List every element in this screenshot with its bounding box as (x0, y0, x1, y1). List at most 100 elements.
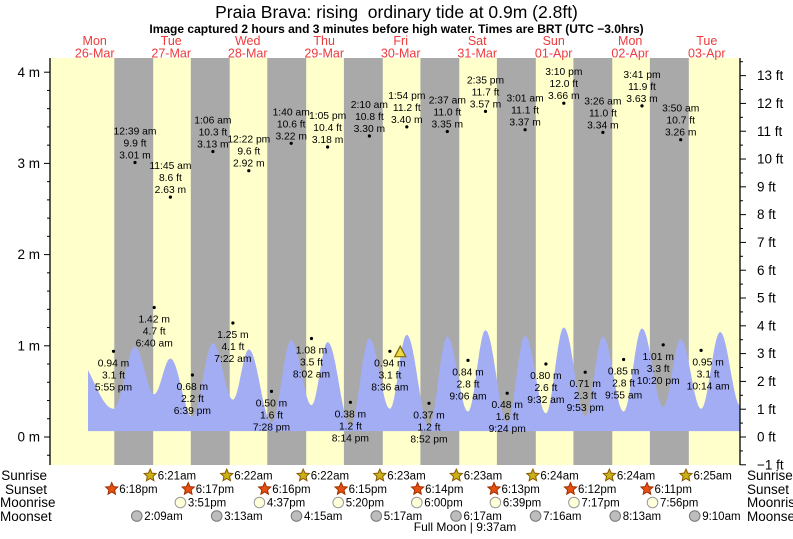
sunset-time: 6:11pm (655, 484, 693, 496)
moonset-time: 7:16am (543, 511, 581, 523)
sunrise-icon (448, 467, 464, 482)
tide-annotation-low: 0.68 m (177, 382, 208, 393)
sunset-time: 6:15pm (349, 484, 387, 496)
tide-annotation-high: 3.26 m (665, 128, 696, 139)
tide-annotation-low: 10:20 pm (637, 376, 680, 387)
tide-annotation-high: 2.92 m (233, 159, 264, 170)
moonrise-time: 7:56pm (660, 498, 698, 510)
tide-annotation-low: 0.85 m (608, 367, 639, 378)
tide-annotation-high: 12.0 ft (549, 79, 578, 90)
day-header-date: 01-Apr (535, 47, 573, 61)
tide-extreme-dot (289, 141, 293, 145)
right-axis-label: 12 ft (757, 96, 784, 111)
left-axis-label: 3 m (17, 156, 40, 171)
tide-annotation-high: 2:35 pm (467, 75, 504, 86)
left-axis-label: 1 m (17, 338, 40, 353)
tide-annotation-high: 3:50 am (662, 104, 699, 115)
sunset-icon (410, 481, 425, 496)
tide-annotation-low: 0.80 m (530, 371, 561, 382)
tide-annotation-low: 2.3 ft (574, 391, 597, 402)
tide-extreme-dot (679, 138, 683, 142)
tide-extreme-dot (601, 130, 605, 134)
tide-extreme-dot (405, 125, 409, 129)
sunrise-time: 6:24am (617, 471, 655, 483)
tide-annotation-high: 3:10 pm (545, 67, 582, 78)
tide-annotation-high: 3:26 am (584, 96, 621, 107)
moonset-icon (529, 510, 542, 522)
tide-curve-area (88, 327, 740, 432)
day-header-date: 26-Mar (75, 47, 115, 61)
tide-annotation-low: 0.94 m (374, 358, 405, 369)
sunrise-icon (219, 467, 234, 482)
tide-annotation-high: 12:22 pm (227, 135, 270, 146)
tide-annotation-low: 1.08 m (296, 346, 327, 357)
moonset-icon (688, 510, 701, 522)
tide-annotation-high: 3.66 m (548, 91, 579, 102)
moonset-icon (131, 510, 143, 522)
moonset-icon (609, 510, 622, 522)
sunset-icon (180, 481, 196, 496)
moonrise-time: 4:37pm (267, 498, 305, 510)
sunrise-row-label-left: Sunrise (1, 468, 47, 483)
tide-extreme-dot (699, 348, 703, 352)
tide-annotation-low: 5:55 pm (95, 382, 132, 393)
tide-extreme-dot (523, 128, 527, 132)
tide-annotation-low: 0.84 m (452, 367, 483, 378)
sunrise-row-label-right: Sunrise (747, 468, 793, 483)
tide-annotation-high: 2:10 am (351, 100, 388, 111)
tide-annotation-high: 3.22 m (275, 131, 306, 142)
left-axis-label: 2 m (17, 247, 40, 262)
day-header-dow: Fri (393, 34, 408, 48)
tide-annotation-low: 4.1 ft (221, 342, 244, 353)
moonrise-icon (253, 496, 266, 509)
tide-annotation-high: 1:54 pm (388, 91, 425, 102)
moonrise-time: 3:51pm (188, 498, 226, 510)
day-header-date: 03-Apr (688, 47, 726, 61)
sunset-icon (333, 481, 349, 496)
sunset-row-label-right: Sunset (747, 481, 790, 497)
moonrise-row-label-left: Moonrise (0, 495, 56, 510)
tide-annotation-high: 10.6 ft (277, 119, 306, 130)
day-header-date: 27-Mar (151, 47, 191, 61)
sunrise-time: 6:25am (694, 471, 732, 483)
tide-extreme-dot (483, 109, 488, 113)
right-axis-label: 4 ft (757, 318, 776, 333)
day-header-dow: Mon (83, 34, 107, 48)
day-header-date: 29-Mar (304, 47, 344, 61)
tide-annotation-low: 3.1 ft (697, 369, 720, 380)
tide-annotation-high: 3:01 am (506, 94, 543, 105)
tide-annotation-high: 11.7 ft (472, 87, 500, 98)
tide-annotation-low: 2.8 ft (612, 379, 635, 390)
sunrise-icon (142, 467, 158, 482)
moonset-icon (210, 510, 223, 522)
tide-extreme-dot (445, 129, 449, 134)
tide-extreme-dot (211, 149, 215, 154)
sunset-icon (104, 481, 119, 496)
tide-extreme-dot (152, 305, 156, 310)
tide-annotation-low: 2.6 ft (534, 383, 557, 394)
tide-annotation-high: 1:05 pm (309, 111, 346, 122)
tide-annotation-high: 10.8 ft (355, 112, 384, 123)
right-axis-label: 1 ft (757, 402, 776, 417)
tide-annotation-low: 8:14 pm (332, 433, 369, 444)
tide-annotation-low: 0.50 m (256, 398, 287, 409)
tide-annotation-high: 3.37 m (509, 118, 540, 129)
tide-extreme-dot (231, 321, 235, 325)
tide-annotation-low: 0.38 m (335, 409, 366, 420)
tide-annotation-high: 11.9 ft (628, 82, 656, 93)
right-axis-label: 7 ft (757, 235, 776, 250)
moonset-icon (450, 510, 462, 522)
tide-extreme-dot (583, 370, 587, 374)
sunset-time: 6:16pm (272, 484, 310, 496)
tide-annotation-high: 8.6 ft (159, 173, 182, 184)
tide-annotation-low: 10:14 am (687, 381, 730, 392)
tide-annotation-high: 11.2 ft (393, 103, 421, 114)
current-tide-marker (393, 344, 407, 358)
tide-annotation-high: 11.1 ft (511, 106, 539, 117)
moonrise-time: 6:39pm (503, 498, 541, 510)
tide-annotation-high: 3.63 m (626, 94, 657, 105)
tide-annotation-low: 6:39 pm (174, 406, 211, 417)
tide-annotation-high: 3.34 m (587, 120, 618, 131)
